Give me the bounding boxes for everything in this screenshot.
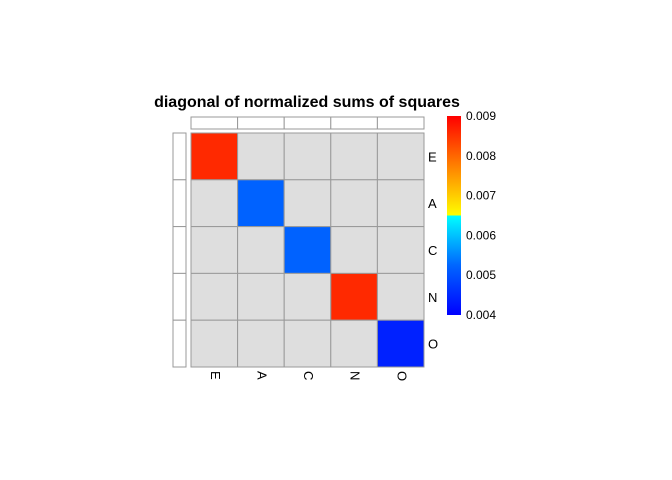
heatmap-cell-N-O (376, 272, 425, 321)
row-annotation-box (172, 272, 187, 321)
column-annotation-box (330, 116, 378, 130)
heatmap-cell-N-C (283, 272, 332, 321)
colorbar-tick-label: 0.007 (466, 189, 496, 203)
heatmap-cell-C-N (330, 226, 378, 274)
heatmap-cell-O-N (330, 319, 378, 368)
heatmap-cell-A-E (190, 179, 239, 228)
heatmap-cell-N-A (237, 272, 285, 321)
row-annotation-box (172, 226, 187, 274)
row-label: C (428, 243, 437, 258)
row-label: A (428, 196, 437, 211)
row-label: E (428, 149, 437, 164)
heatmap-cell-C-O (376, 226, 425, 274)
colorbar (447, 116, 461, 315)
column-annotation-box (376, 116, 425, 130)
heatmap-cell-E-A (237, 132, 285, 181)
heatmap-cell-E-E (190, 132, 239, 181)
heatmap-cell-O-C (283, 319, 332, 368)
heatmap-cell-O-O (376, 319, 425, 368)
heatmap-cell-E-N (330, 132, 378, 181)
heatmap-cell-C-E (190, 226, 239, 274)
colorbar-gradient (447, 116, 461, 315)
column-annotation-box (237, 116, 285, 130)
heatmap-cell-A-C (283, 179, 332, 228)
heatmap-cell-E-C (283, 132, 332, 181)
row-annotation-bar (172, 132, 187, 368)
heatmap-cell-O-A (237, 319, 285, 368)
heatmap-cell-C-A (237, 226, 285, 274)
heatmap-cell-A-N (330, 179, 378, 228)
heatmap-cell-O-E (190, 319, 239, 368)
colorbar-tick-labels: 0.009 0.008 0.007 0.006 0.005 0.004 (466, 109, 496, 322)
colorbar-tick-label: 0.008 (466, 149, 496, 163)
colorbar-tick-label: 0.004 (466, 308, 496, 322)
heatmap-cell-E-O (376, 132, 425, 181)
row-annotation-box (172, 132, 187, 181)
column-label: O (394, 371, 409, 381)
colorbar-tick-label: 0.009 (466, 109, 496, 123)
row-label: O (428, 337, 438, 352)
heatmap-cells (190, 132, 425, 368)
column-label: C (301, 371, 316, 380)
column-annotation-bar (190, 116, 425, 130)
colorbar-tick-label: 0.006 (466, 228, 496, 242)
column-label: N (348, 371, 363, 380)
heatmap-cell-N-E (190, 272, 239, 321)
row-label: N (428, 290, 437, 305)
chart-title: diagonal of normalized sums of squares (154, 94, 460, 111)
column-label: A (254, 371, 269, 380)
row-annotation-box (172, 319, 187, 368)
column-annotation-box (283, 116, 332, 130)
row-annotation-box (172, 179, 187, 228)
column-label: E (208, 371, 223, 380)
heatmap-cell-N-N (330, 272, 378, 321)
colorbar-tick-label: 0.005 (466, 268, 496, 282)
heatmap-cell-A-A (237, 179, 285, 228)
heatmap-cell-A-O (376, 179, 425, 228)
column-annotation-box (190, 116, 239, 130)
heatmap-cell-C-C (283, 226, 332, 274)
row-labels: E A C N O (428, 149, 438, 351)
